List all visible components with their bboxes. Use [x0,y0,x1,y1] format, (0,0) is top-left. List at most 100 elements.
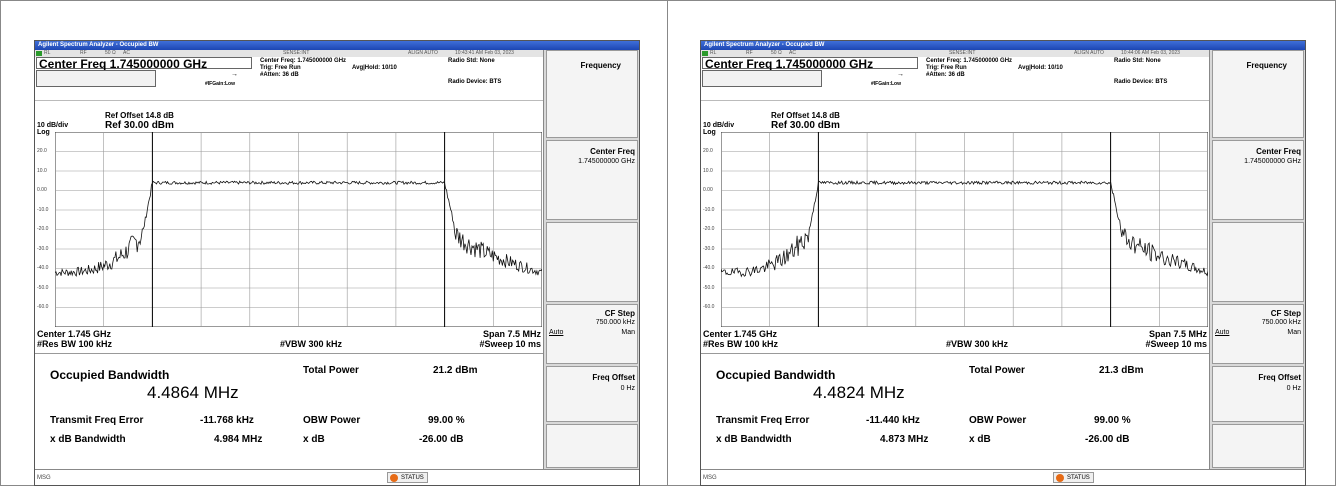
log-scale-label: Log [37,129,50,136]
y-tick-label: 20.0 [703,148,713,154]
status-icon [1056,474,1064,482]
cf-step-key [1212,222,1304,302]
align-label: ALIGN AUTO [408,50,438,56]
total-power-label: Total Power [303,365,359,376]
center-freq-key[interactable]: Center Freq 1.745000000 GHz [1212,140,1304,220]
xdb-value: -26.00 dB [419,434,464,445]
status-button[interactable]: STATUS [1053,472,1094,483]
y-tick-label: -10.0 [703,206,715,213]
frequency-menu-key[interactable]: Frequency [546,50,638,138]
status-row: RL RF 50 Ω AC SENSE:INT ALIGN AUTO 10:43… [35,50,543,57]
cf-step-value: 750.000 kHz [595,319,635,326]
cf-step-man[interactable]: Man [621,329,635,336]
center-freq-field[interactable]: Center Freq 1.745000000 GHz [36,57,252,71]
obw-label: Occupied Bandwidth [716,368,836,382]
cf-step-key[interactable]: CF Step 750.000 kHz Auto Man [546,304,638,364]
span-info: Center 1.745 GHz #Res BW 100 kHz #VBW 30… [35,329,543,351]
center-freq-key-label: Center Freq [590,147,635,156]
res-bw-label: #Res BW 100 kHz [37,339,113,349]
cf-step-man[interactable]: Man [1287,329,1301,336]
center-freq-key-label: Center Freq [1256,147,1301,156]
rf-label: RF [80,50,87,56]
status-button[interactable]: STATUS [387,472,428,483]
softkey-panel: Frequency Center Freq 1.745000000 GHz CF… [1209,50,1305,469]
center-freq-text: Center Freq 1.745000000 GHz [39,57,208,71]
timestamp: 10:43:41 AM Feb 03, 2023 [455,50,514,56]
spectrum-plot [55,132,542,327]
y-tick-label: -20.0 [37,226,49,232]
freq-offset-label: Freq Offset [1258,373,1301,382]
vbw-label: #VBW 300 kHz [280,339,343,349]
total-power-label: Total Power [969,365,1025,376]
center-freq-key-value: 1.745000000 GHz [1244,158,1301,165]
freq-offset-value: 0 Hz [1286,385,1301,392]
spectrum-analyzer-window-left: Agilent Spectrum Analyzer - Occupied BW … [34,40,640,486]
cf-step-auto[interactable]: Auto [549,329,564,336]
cf-step-label: CF Step [604,309,635,318]
xdb-label: x dB [969,434,991,445]
obw-power-label: OBW Power [969,415,1027,426]
cf-step-key[interactable]: CF Step 750.000 kHz Auto Man [1212,304,1304,364]
ref-offset: Ref Offset 14.8 dB [105,111,174,120]
cf-detail: Center Freq: 1.745000000 GHz [926,58,1013,64]
center-label: Center 1.745 GHz [703,329,778,339]
rf-label: RF [746,50,753,56]
frequency-menu-key[interactable]: Frequency [1212,50,1304,138]
freq-offset-label: Freq Offset [592,373,635,382]
center-freq-key[interactable]: Center Freq 1.745000000 GHz [546,140,638,220]
radio-std: Radio Std: None [448,58,495,64]
center-freq-text: Center Freq 1.745000000 GHz [705,57,874,71]
radio-std: Radio Std: None [1114,58,1161,64]
coupling-label: AC [123,50,130,56]
spectrum-trace [55,180,542,277]
cf-step-auto[interactable]: Auto [1215,329,1230,336]
avg-hold: Avg|Hold: 10/10 [1018,65,1063,71]
total-power-value: 21.2 dBm [433,365,478,376]
freq-offset-key[interactable]: Freq Offset 0 Hz [1212,366,1304,422]
obw-power-value: 99.00 % [1094,415,1131,426]
window-title: Agilent Spectrum Analyzer - Occupied BW [701,41,1305,50]
span-label: Span 7.5 MHz [1148,329,1207,339]
y-tick-label: -10.0 [37,206,49,213]
center-label: Center 1.745 GHz [37,329,112,339]
cf-step-value: 750.000 kHz [1261,319,1301,326]
status-bar: MSG STATUS [35,469,639,485]
acquisition-info: Center Freq: 1.745000000 GHz Trig: Free … [260,58,346,79]
span-label: Span 7.5 MHz [482,329,541,339]
y-tick-label: -40.0 [37,265,49,271]
softkey-panel: Frequency Center Freq 1.745000000 GHz CF… [543,50,639,469]
y-tick-label: -20.0 [703,226,715,232]
xdb-bw-value: 4.984 MHz [214,434,263,445]
span-info: Center 1.745 GHz #Res BW 100 kHz #VBW 30… [701,329,1209,351]
trigger-arrow-icon: → [897,71,904,78]
measurement-header: Center Freq 1.745000000 GHz → #IFGain:Lo… [701,57,1209,101]
center-freq-field[interactable]: Center Freq 1.745000000 GHz [702,57,918,71]
obw-value: 4.4864 MHz [147,383,239,402]
y-axis-ticks: 20.0 10.0 0.00 -10.0 -20.0 -30.0 -40.0 -50.0 -60… [703,132,721,327]
xdb-bw-value: 4.873 MHz [880,434,929,445]
status-row: RL RF 50 Ω AC SENSE:INT ALIGN AUTO 10:44… [701,50,1209,57]
freq-offset-value: 0 Hz [620,385,635,392]
sweep-label: #Sweep 10 ms [1145,339,1207,349]
scale-info: Ref Offset 14.8 dB Ref 30.00 dBm 10 dB/d… [701,101,1209,136]
vbw-label: #VBW 300 kHz [946,339,1009,349]
impedance-label: 50 Ω [771,50,782,56]
attenuation: #Atten: 36 dB [926,72,965,78]
sense-label: SENSE:INT [949,50,976,56]
tfe-value: -11.440 kHz [866,415,920,426]
y-tick-label: -60.0 [37,304,49,310]
input-field[interactable] [702,70,822,87]
spectrum-plot [721,132,1208,327]
page-divider [667,0,668,486]
log-scale-label: Log [703,129,716,136]
window-title: Agilent Spectrum Analyzer - Occupied BW [35,41,639,50]
spectrum-trace [721,180,1208,278]
impedance-label: 50 Ω [105,50,116,56]
radio-device: Radio Device: BTS [448,79,502,85]
measurement-header: Center Freq 1.745000000 GHz → #IFGain:Lo… [35,57,543,101]
freq-offset-key[interactable]: Freq Offset 0 Hz [546,366,638,422]
y-tick-label: -30.0 [37,245,49,252]
align-label: ALIGN AUTO [1074,50,1104,56]
input-field[interactable] [36,70,156,87]
measurement-results: Occupied Bandwidth 4.4824 MHz Total Powe… [701,353,1209,469]
